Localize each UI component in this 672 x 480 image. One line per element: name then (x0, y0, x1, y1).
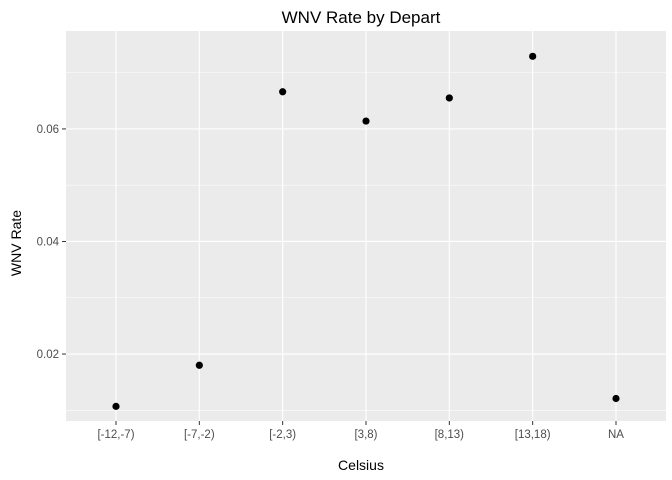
data-point (612, 395, 619, 402)
data-point (446, 94, 453, 101)
x-tick-label: [-7,-2) (184, 429, 215, 441)
x-tick-label: NA (608, 429, 624, 441)
x-axis-title: Celsius (338, 457, 384, 473)
chart-title: WNV Rate by Depart (282, 8, 441, 27)
data-point (279, 88, 286, 95)
data-point (112, 403, 119, 410)
x-tick-label: [13,18) (515, 429, 551, 441)
x-tick-label: [8,13) (435, 429, 465, 441)
data-point (362, 117, 369, 124)
y-tick-label: 0.02 (37, 349, 59, 361)
data-point (196, 362, 203, 369)
y-tick-label: 0.06 (37, 124, 59, 136)
y-axis: 0.02 0.04 0.06 (37, 124, 66, 361)
x-tick-label: [-2,3) (269, 429, 296, 441)
x-tick-label: [-12,-7) (97, 429, 134, 441)
data-point (529, 53, 536, 60)
y-tick-label: 0.04 (37, 236, 60, 248)
y-axis-title: WNV Rate (8, 210, 24, 276)
x-axis: [-12,-7) [-7,-2) [-2,3) [3,8) [8,13) [13,18) N… (97, 421, 624, 441)
x-tick-label: [3,8) (354, 429, 377, 441)
